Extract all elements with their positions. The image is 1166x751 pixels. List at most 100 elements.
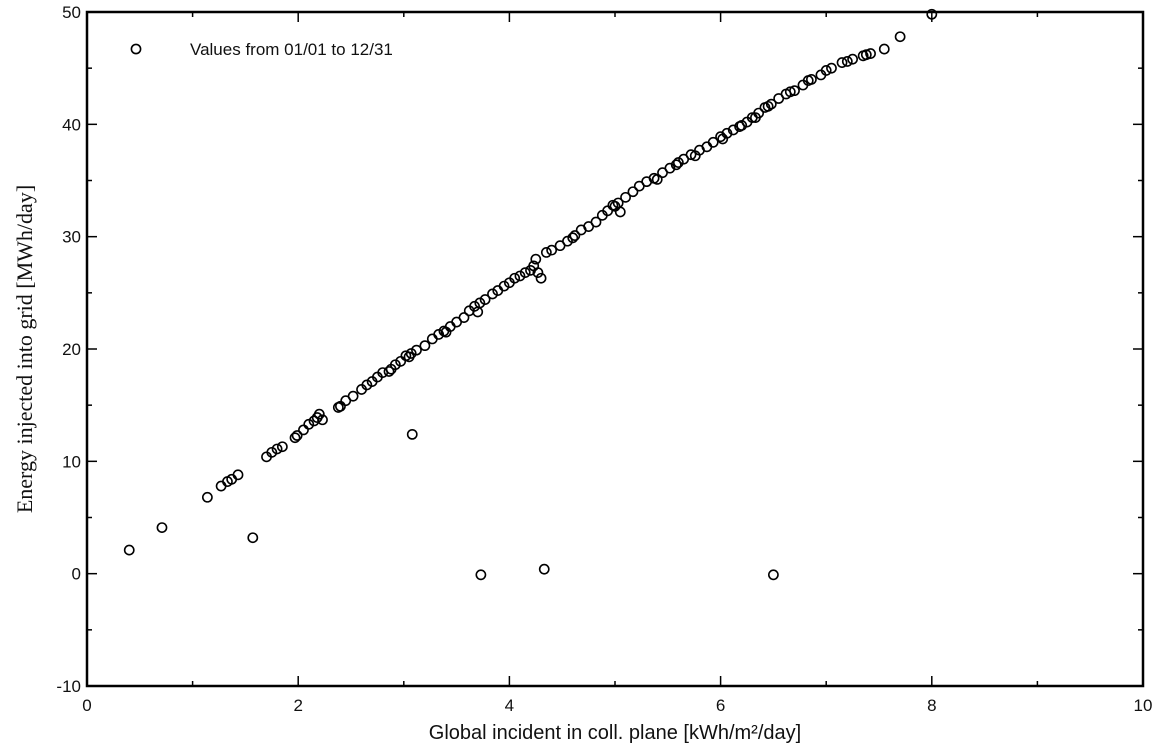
plot-area-frame	[85, 10, 1145, 688]
data-point	[826, 62, 837, 74]
data-point	[878, 43, 890, 55]
data-point	[335, 400, 346, 412]
legend-marker	[130, 43, 142, 55]
data-point	[276, 441, 288, 453]
data-point	[672, 157, 684, 168]
data-point	[426, 333, 438, 345]
data-point	[926, 8, 938, 20]
data-point	[266, 446, 278, 458]
data-point	[670, 159, 682, 171]
data-point	[784, 86, 796, 98]
data-point	[247, 532, 259, 544]
data-point	[469, 300, 480, 312]
data-point	[479, 294, 491, 305]
data-point	[385, 363, 397, 375]
data-point	[736, 120, 748, 131]
data-point	[215, 480, 227, 492]
y-axis-title: Energy injected into grid [MWh/day]	[12, 185, 37, 513]
y-tick-label: 20	[62, 340, 81, 359]
x-tick-label: 6	[716, 696, 725, 715]
data-point	[717, 133, 729, 145]
data-point	[569, 230, 581, 241]
data-point	[614, 206, 626, 218]
x-axis-title: Global incident in coll. plane [kWh/m²/d…	[429, 722, 801, 744]
y-tick-label: 50	[62, 3, 81, 22]
data-point	[841, 56, 853, 67]
x-tick-label: 2	[293, 696, 302, 715]
data-point	[540, 246, 552, 258]
data-point	[403, 351, 415, 363]
data-point	[538, 563, 550, 575]
data-point	[802, 75, 814, 86]
data-point	[298, 424, 309, 436]
data-point	[291, 430, 303, 441]
data-point	[820, 65, 832, 76]
data-point	[361, 379, 373, 391]
data-point	[620, 191, 631, 203]
data-point	[567, 232, 579, 244]
axis-ticks	[86, 11, 1144, 687]
data-point	[347, 390, 359, 402]
data-point	[201, 491, 213, 503]
data-point	[627, 186, 639, 198]
data-point	[707, 136, 719, 148]
y-tick-label: 40	[62, 115, 81, 134]
data-point	[458, 312, 470, 323]
data-point	[433, 328, 445, 340]
data-point	[440, 326, 452, 338]
data-point	[715, 131, 726, 143]
data-point	[750, 112, 761, 123]
data-point	[514, 270, 526, 282]
data-point	[406, 428, 418, 440]
data-point	[303, 418, 315, 430]
data-point	[156, 522, 168, 534]
data-points	[123, 8, 938, 581]
y-tick-label: 30	[62, 228, 81, 247]
data-point	[532, 267, 544, 279]
data-point	[123, 544, 135, 556]
data-point	[271, 443, 283, 455]
data-point	[535, 272, 547, 284]
data-point	[411, 344, 422, 356]
data-point	[383, 366, 395, 377]
data-point	[651, 173, 663, 185]
data-point	[519, 267, 531, 279]
data-point	[546, 244, 558, 256]
data-point	[894, 31, 906, 43]
data-point	[727, 124, 739, 136]
data-point	[768, 569, 779, 581]
x-tick-label: 4	[505, 696, 514, 715]
data-point	[472, 306, 484, 318]
y-tick-label: 10	[62, 452, 81, 471]
data-point	[475, 569, 487, 581]
data-point	[689, 150, 701, 162]
data-point	[487, 288, 498, 300]
data-point	[289, 432, 301, 444]
legend: Values from 01/01 to 12/31	[130, 40, 393, 59]
x-tick-label: 0	[82, 696, 91, 715]
data-point	[836, 57, 848, 68]
y-tick-label: 0	[72, 565, 81, 584]
data-point	[498, 280, 510, 292]
data-point	[765, 98, 777, 110]
data-point	[317, 414, 328, 426]
data-point	[419, 340, 431, 352]
y-tick-label: -10	[56, 677, 81, 696]
data-point	[232, 469, 244, 481]
x-tick-label: 8	[927, 696, 936, 715]
data-point	[509, 272, 521, 284]
data-point	[530, 253, 542, 265]
data-point	[860, 49, 872, 61]
data-point	[590, 216, 602, 228]
data-point	[685, 149, 697, 161]
data-point	[762, 100, 774, 112]
data-point	[664, 162, 676, 174]
data-point	[789, 85, 800, 97]
data-point	[562, 235, 573, 247]
data-point	[865, 48, 876, 59]
x-tick-label: 10	[1134, 696, 1153, 715]
legend-label: Values from 01/01 to 12/31	[190, 40, 393, 59]
data-point	[847, 53, 858, 65]
data-point	[313, 408, 325, 420]
